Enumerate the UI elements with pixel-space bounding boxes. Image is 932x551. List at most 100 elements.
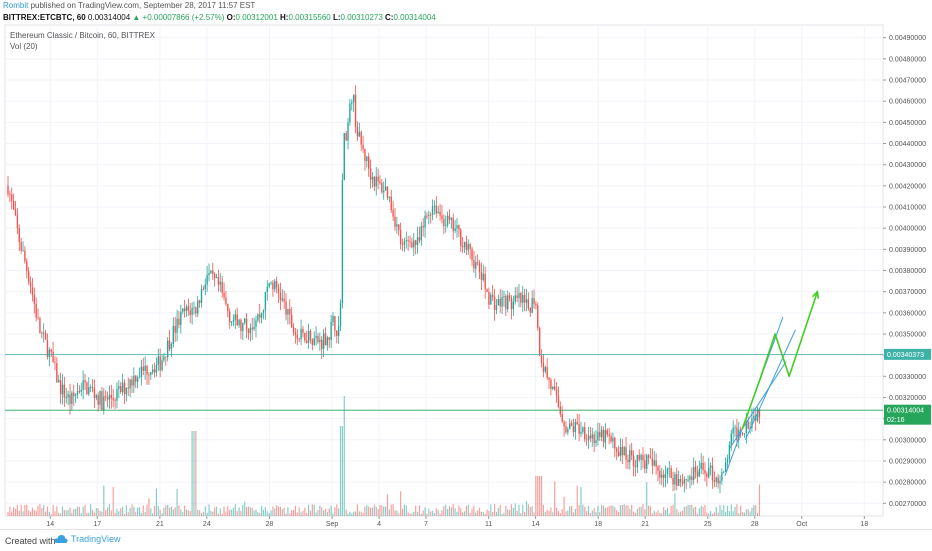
volume-bar xyxy=(214,507,216,516)
candle-body xyxy=(619,446,622,456)
candle-body xyxy=(741,433,744,435)
volume-bar xyxy=(75,508,77,516)
volume-bar xyxy=(587,505,590,516)
volume-bar xyxy=(369,507,372,516)
volume-bar xyxy=(642,504,644,516)
volume-bar xyxy=(20,504,22,516)
candle-body xyxy=(614,437,616,449)
volume-bar xyxy=(210,510,212,516)
candle-body xyxy=(473,260,475,269)
volume-bar xyxy=(636,509,638,516)
volume-bar xyxy=(409,513,411,516)
volume-bar xyxy=(492,512,494,516)
candle-body xyxy=(499,298,501,307)
candle-body xyxy=(129,379,131,389)
volume-bar xyxy=(332,513,334,516)
volume-bar xyxy=(208,504,210,516)
tradingview-logo[interactable]: TradingView xyxy=(54,534,121,544)
volume-bar xyxy=(503,512,505,516)
candle-body xyxy=(493,296,496,310)
volume-bar xyxy=(276,505,278,516)
candlestick-chart[interactable]: Ethereum Classic / Bitcoin, 60, BITTREX … xyxy=(0,0,932,529)
candle-body xyxy=(89,387,92,388)
candle-body xyxy=(642,455,644,461)
volume-bar xyxy=(232,507,235,516)
volume-bar xyxy=(753,505,755,516)
volume-bar xyxy=(681,510,684,516)
price-level-badge xyxy=(884,348,931,360)
candle-body xyxy=(283,298,285,302)
candle-body xyxy=(123,382,126,395)
volume-bar xyxy=(304,507,306,516)
candle-body xyxy=(523,295,526,303)
candle-body xyxy=(240,319,242,332)
volume-bar xyxy=(465,505,467,516)
volume-bar xyxy=(69,507,71,516)
candle-body xyxy=(108,394,111,400)
volume-bar xyxy=(439,513,441,516)
author-link[interactable]: Rombit xyxy=(3,1,29,10)
candle-body xyxy=(428,214,430,216)
volume-bar xyxy=(542,504,545,516)
x-tick-label: Oct xyxy=(796,521,807,528)
candle-body xyxy=(153,369,156,373)
candle-body xyxy=(99,391,101,405)
candle-body xyxy=(615,448,618,452)
volume-bar xyxy=(199,510,201,516)
volume-bar xyxy=(227,506,229,516)
volume-bar xyxy=(377,508,379,516)
volume-bar xyxy=(140,512,142,516)
volume-bar xyxy=(416,512,419,516)
volume-bar xyxy=(649,506,652,516)
candle-body xyxy=(272,282,274,290)
volume-bar xyxy=(728,511,730,516)
candle-body xyxy=(437,211,439,214)
volume-bar xyxy=(629,508,631,516)
candle-body xyxy=(424,215,426,228)
candle-body xyxy=(74,394,77,396)
candle-body xyxy=(294,332,297,336)
volume-bar xyxy=(300,512,302,516)
candle-body xyxy=(593,434,595,444)
candle-body xyxy=(745,421,748,434)
volume-bar xyxy=(185,509,188,516)
candle-body xyxy=(399,230,402,245)
candle-body xyxy=(206,275,208,285)
high-value: 0.00315560 xyxy=(288,13,331,22)
open-label: O: xyxy=(226,13,236,22)
candle-body xyxy=(662,474,665,478)
volume-bar xyxy=(368,506,370,516)
candle-body xyxy=(486,289,488,292)
volume-bar xyxy=(138,507,141,516)
volume-bar xyxy=(640,506,642,516)
volume-bar xyxy=(157,505,159,516)
volume-bar xyxy=(65,510,67,516)
volume-bar xyxy=(121,507,124,516)
volume-bar xyxy=(559,513,561,516)
candle-body xyxy=(20,242,22,251)
candle-body xyxy=(531,298,533,313)
volume-bar xyxy=(88,512,90,516)
volume-bar xyxy=(546,509,548,516)
volume-bar xyxy=(80,513,82,516)
volume-bar xyxy=(204,506,206,516)
volume-bar xyxy=(448,506,451,516)
volume-bar xyxy=(666,507,669,516)
volume-bar xyxy=(745,509,747,516)
candle-body xyxy=(538,327,541,356)
volume-bar xyxy=(475,512,477,516)
candle-body xyxy=(384,186,387,191)
candle-body xyxy=(125,387,128,395)
candle-body xyxy=(127,387,129,389)
candle-body xyxy=(687,479,689,481)
volume-bar xyxy=(512,507,514,516)
volume-bar xyxy=(326,512,328,516)
volume-bar xyxy=(219,508,221,516)
candle-body xyxy=(50,349,52,352)
candle-body xyxy=(166,340,169,358)
candle-body xyxy=(136,377,139,382)
volume-bar xyxy=(670,505,672,516)
candle-body xyxy=(505,296,507,310)
volume-bar xyxy=(274,508,276,516)
candle-body xyxy=(277,287,280,293)
